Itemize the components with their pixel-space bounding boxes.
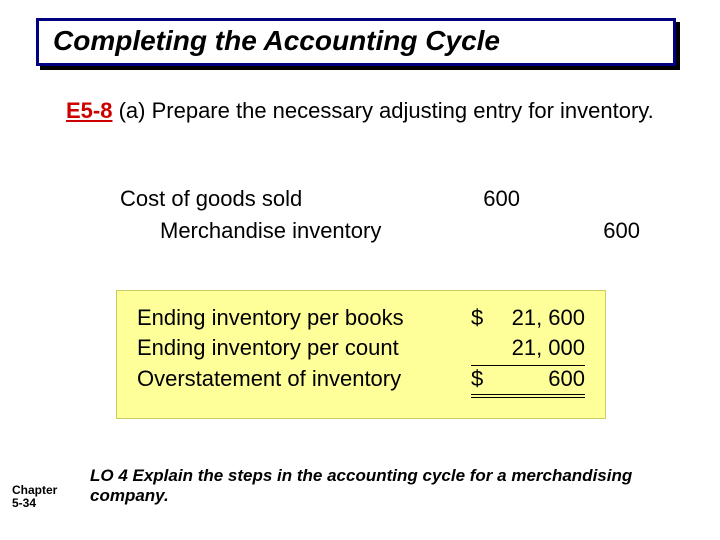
journal-account: Cost of goods sold (120, 186, 420, 212)
journal-account: Merchandise inventory (120, 218, 448, 244)
chapter-label: Chapter 5-34 (12, 484, 57, 510)
calc-row: Ending inventory per books $ 21, 600 (137, 305, 585, 331)
calc-label: Overstatement of inventory (137, 366, 471, 392)
journal-credit: 600 (544, 218, 640, 244)
calc-value: 21, 000 (495, 335, 585, 361)
journal-entry: Cost of goods sold 600 Merchandise inven… (120, 186, 640, 250)
problem-body: (a) Prepare the necessary adjusting entr… (112, 98, 653, 123)
calc-symbol: $ (471, 305, 495, 331)
chapter-line1: Chapter (12, 483, 57, 497)
calc-value: 600 (495, 365, 585, 398)
calc-row: Overstatement of inventory $ 600 (137, 365, 585, 398)
chapter-line2: 5-34 (12, 496, 36, 510)
journal-row: Merchandise inventory 600 (120, 218, 640, 244)
calc-label: Ending inventory per count (137, 335, 471, 361)
calculation-box: Ending inventory per books $ 21, 600 End… (116, 290, 606, 419)
learning-objective: LO 4 Explain the steps in the accounting… (90, 466, 710, 506)
calc-row: Ending inventory per count 21, 000 (137, 335, 585, 361)
slide-title: Completing the Accounting Cycle (53, 25, 500, 56)
problem-label: E5-8 (66, 98, 112, 123)
calc-label: Ending inventory per books (137, 305, 471, 331)
title-box: Completing the Accounting Cycle (36, 18, 676, 66)
journal-debit: 600 (420, 186, 520, 212)
calc-value: 21, 600 (495, 305, 585, 331)
calc-symbol: $ (471, 365, 495, 398)
journal-row: Cost of goods sold 600 (120, 186, 640, 212)
problem-text: E5-8 (a) Prepare the necessary adjusting… (66, 96, 680, 126)
